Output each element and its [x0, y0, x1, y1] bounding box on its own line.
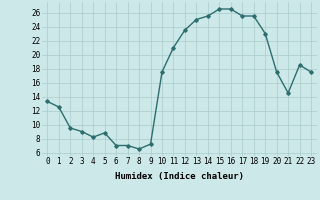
X-axis label: Humidex (Indice chaleur): Humidex (Indice chaleur): [115, 172, 244, 181]
